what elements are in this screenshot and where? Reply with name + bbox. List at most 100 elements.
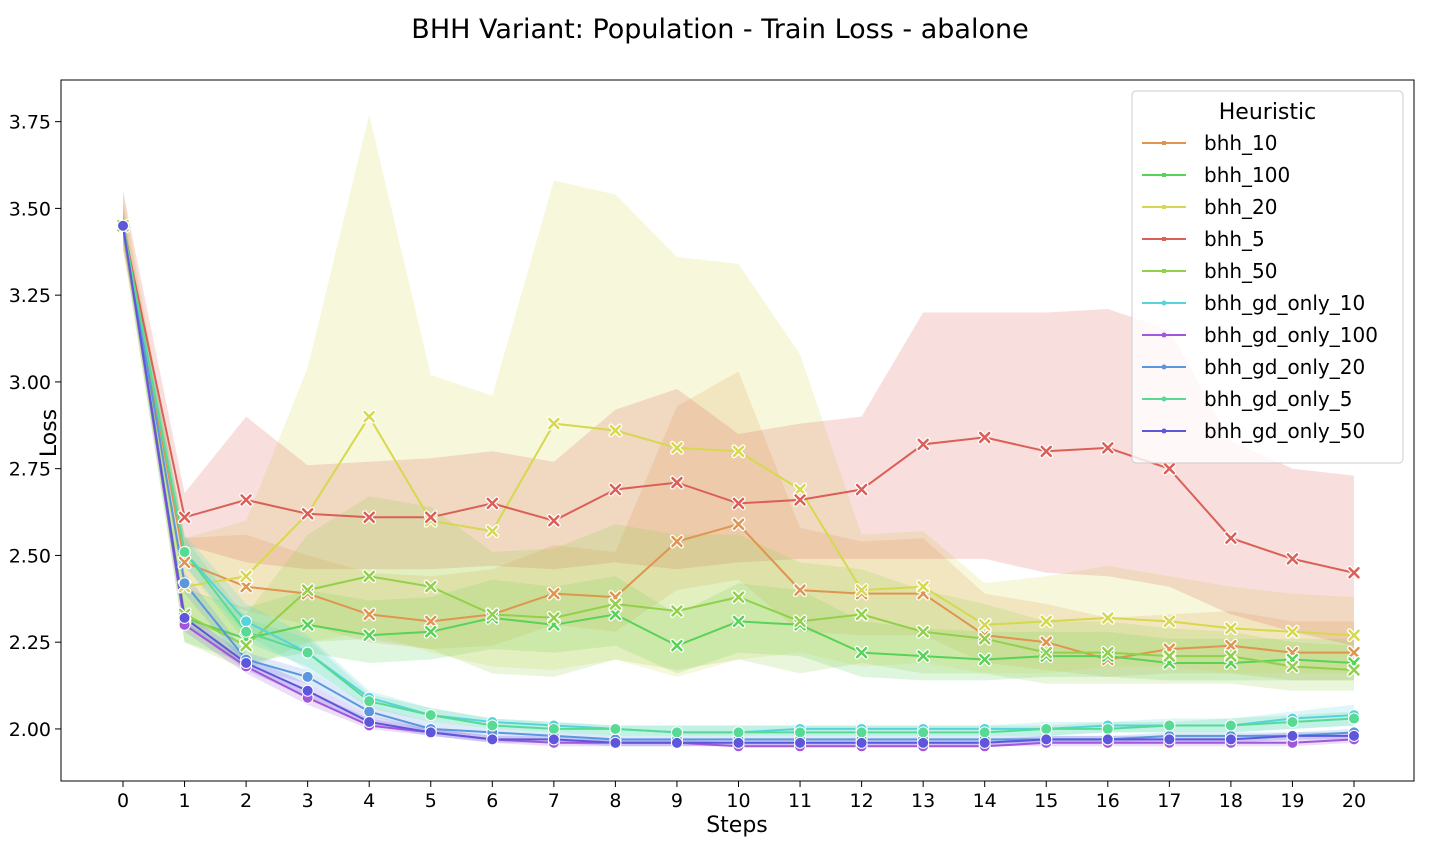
point-bhh_20 <box>485 524 500 539</box>
point-bhh_5 <box>423 510 438 525</box>
legend-marker <box>1162 141 1166 145</box>
x-tick-label: 12 <box>850 790 874 812</box>
point-bhh_50 <box>1100 645 1115 660</box>
point-bhh_gd_only_5 <box>363 695 376 708</box>
point-bhh_10 <box>793 583 808 598</box>
legend-item: bhh_100 <box>1142 163 1290 187</box>
point-bhh_100 <box>731 614 746 629</box>
legend-label: bhh_gd_only_20 <box>1204 355 1365 379</box>
point-bhh_gd_only_5 <box>1040 722 1053 735</box>
point-bhh_10 <box>362 607 377 622</box>
point-bhh_50 <box>1223 649 1238 664</box>
point-bhh_50 <box>669 603 684 618</box>
legend-label: bhh_gd_only_5 <box>1204 387 1352 411</box>
point-bhh_gd_only_5 <box>1348 712 1360 725</box>
point-bhh_20 <box>977 617 992 632</box>
legend-item: bhh_gd_only_10 <box>1142 291 1365 315</box>
point-bhh_gd_only_50 <box>486 733 499 746</box>
legend-item: bhh_gd_only_20 <box>1142 355 1365 379</box>
legend-marker <box>1161 300 1167 306</box>
point-bhh_gd_only_50 <box>978 736 991 749</box>
point-bhh_5 <box>1347 565 1361 580</box>
point-bhh_gd_only_5 <box>609 722 622 735</box>
point-bhh_gd_only_50 <box>1224 733 1237 746</box>
legend-marker <box>1162 269 1166 273</box>
x-tick-label: 19 <box>1280 790 1304 812</box>
point-bhh_20 <box>1100 610 1115 625</box>
point-bhh_5 <box>300 506 315 521</box>
y-tick-label: 3.75 <box>9 112 51 134</box>
point-bhh_gd_only_5 <box>424 709 437 722</box>
point-bhh_5 <box>1162 461 1177 476</box>
point-bhh_100 <box>916 649 931 664</box>
point-bhh_gd_only_10 <box>240 615 253 628</box>
point-bhh_gd_only_5 <box>301 646 314 659</box>
legend-title: Heuristic <box>1219 100 1316 125</box>
point-bhh_100 <box>854 645 869 660</box>
point-bhh_5 <box>362 510 377 525</box>
point-bhh_5 <box>1039 444 1054 459</box>
x-tick-label: 20 <box>1342 790 1366 812</box>
point-bhh_gd_only_50 <box>609 736 622 749</box>
legend-label: bhh_gd_only_100 <box>1204 323 1378 347</box>
point-bhh_5 <box>1100 440 1115 455</box>
point-bhh_gd_only_50 <box>1348 729 1360 742</box>
x-tick-label: 17 <box>1157 790 1181 812</box>
point-bhh_100 <box>608 607 623 622</box>
point-bhh_gd_only_50 <box>424 726 437 739</box>
x-tick-label: 7 <box>548 790 560 812</box>
point-bhh_gd_only_50 <box>240 657 253 670</box>
y-tick-label: 2.50 <box>9 545 51 567</box>
point-bhh_20 <box>916 579 931 594</box>
legend-marker <box>1161 332 1167 338</box>
point-bhh_gd_only_5 <box>670 726 683 739</box>
band-bhh_5 <box>123 191 1354 646</box>
x-tick-label: 11 <box>788 790 812 812</box>
point-bhh_5 <box>177 510 192 525</box>
point-bhh_20 <box>1285 624 1300 639</box>
point-bhh_5 <box>854 482 869 497</box>
point-bhh_10 <box>731 517 746 532</box>
point-bhh_50 <box>608 597 623 612</box>
point-bhh_10 <box>1039 635 1054 650</box>
point-bhh_20 <box>669 440 684 455</box>
point-bhh_50 <box>239 638 254 653</box>
point-bhh_gd_only_50 <box>178 611 191 624</box>
point-bhh_50 <box>362 569 377 584</box>
point-bhh_20 <box>1039 614 1054 629</box>
point-bhh_gd_only_5 <box>855 726 868 739</box>
point-bhh_gd_only_50 <box>917 736 930 749</box>
y-axis-label: Loss <box>37 409 62 457</box>
plot-frame <box>60 79 1415 782</box>
band-bhh_50 <box>123 208 1354 691</box>
point-bhh_100 <box>423 624 438 639</box>
point-bhh_20 <box>362 409 377 424</box>
point-bhh_10 <box>1347 645 1361 660</box>
point-bhh_gd_only_5 <box>978 726 991 739</box>
point-bhh_10 <box>669 534 684 549</box>
legend-label: bhh_10 <box>1204 131 1278 155</box>
point-bhh_20 <box>854 583 869 598</box>
point-bhh_50 <box>731 590 746 605</box>
x-tick-label: 3 <box>302 790 314 812</box>
point-bhh_10 <box>423 614 438 629</box>
legend-item: bhh_gd_only_50 <box>1142 419 1365 443</box>
point-bhh_50 <box>854 607 869 622</box>
point-bhh_10 <box>546 586 561 601</box>
band-bhh_10 <box>123 201 1354 681</box>
y-tick-label: 3.50 <box>9 198 51 220</box>
point-bhh_100 <box>669 638 684 653</box>
legend-marker <box>1161 428 1167 434</box>
point-bhh_50 <box>546 610 561 625</box>
point-bhh_gd_only_5 <box>732 726 745 739</box>
point-bhh_10 <box>177 555 192 570</box>
point-bhh_gd_only_50 <box>1101 733 1114 746</box>
chart-title: BHH Variant: Population - Train Loss - a… <box>411 14 1028 45</box>
x-tick-label: 8 <box>609 790 621 812</box>
point-bhh_100 <box>362 628 377 643</box>
legend-marker <box>1162 237 1166 241</box>
point-bhh_gd_only_5 <box>178 545 191 558</box>
y-tick-label: 2.25 <box>9 632 51 654</box>
point-bhh_20 <box>546 416 561 431</box>
